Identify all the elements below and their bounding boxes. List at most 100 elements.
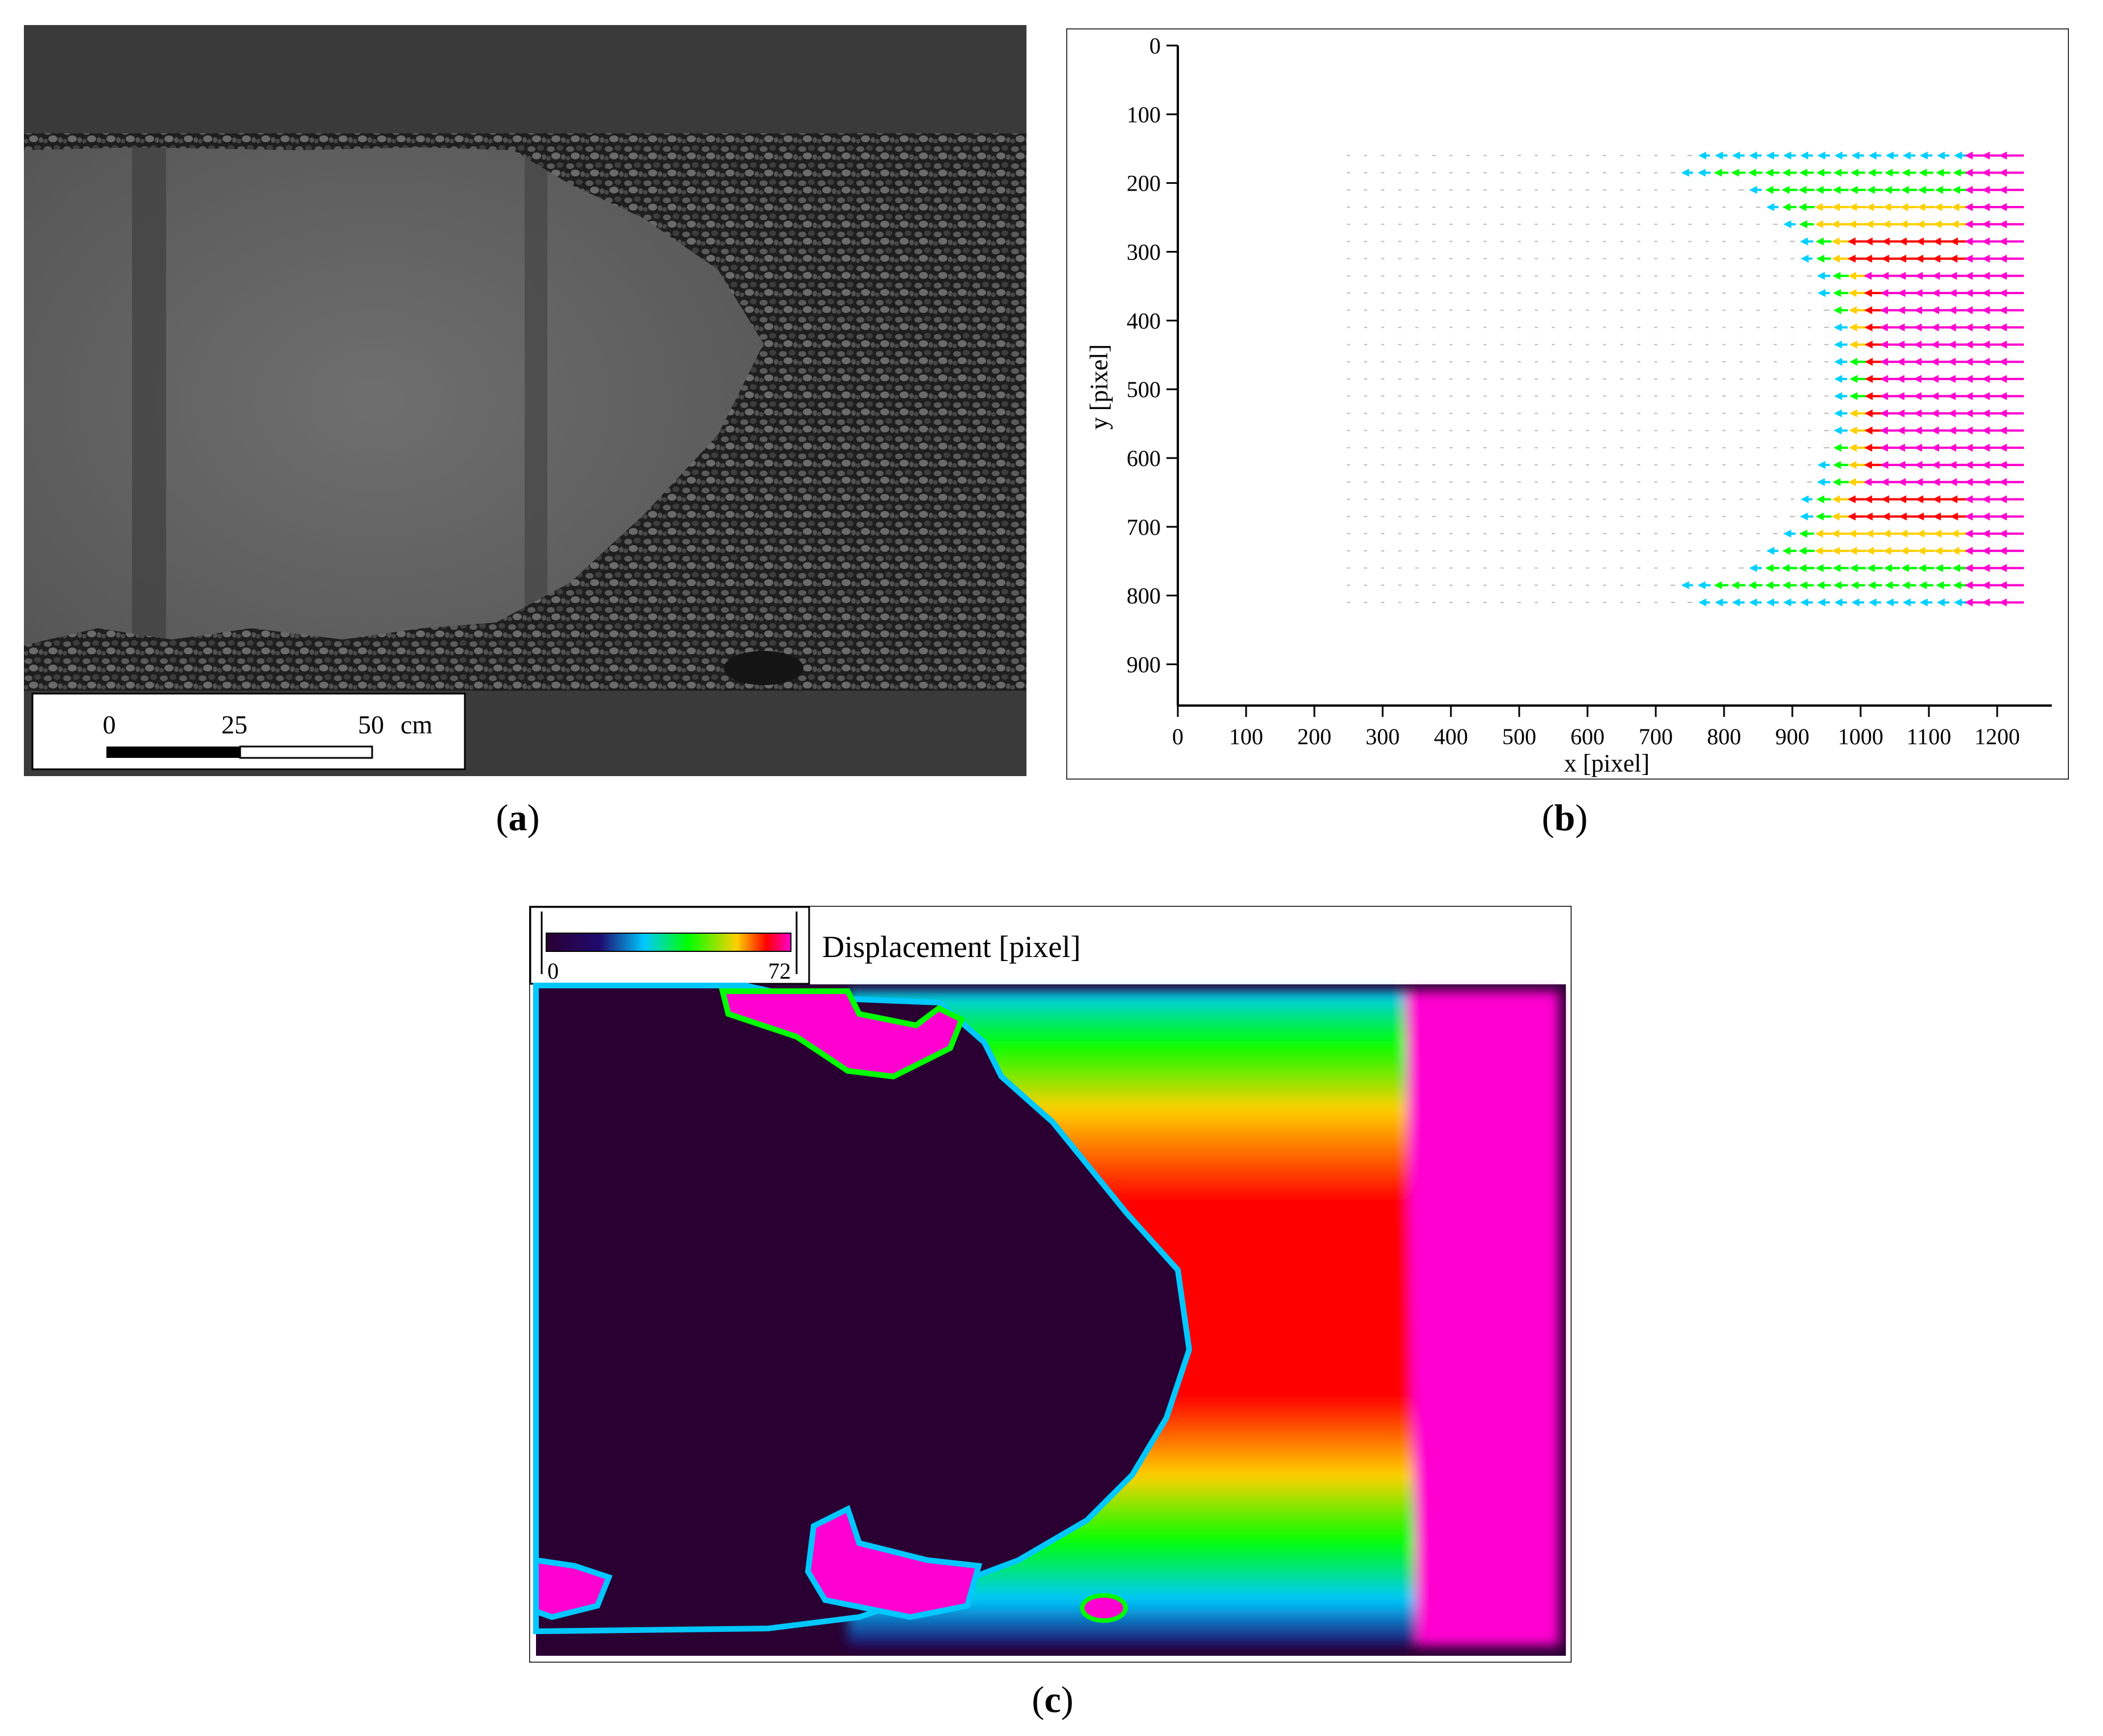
vector-arrow [1831,529,1850,538]
vector-arrow [1800,495,1813,504]
vector-arrow [1698,598,1710,607]
x-tick-label: 300 [1366,724,1400,749]
vector-arrow [1798,185,1815,194]
vector-arrow [1999,512,2024,521]
vector-arrow [1850,581,1865,589]
vector-arrow [1899,220,1919,229]
vector-arrow [1765,564,1780,572]
vector-arrow [1834,357,1848,366]
x-tick-label: 500 [1502,724,1536,749]
vector-arrow [1834,340,1848,349]
vector-arrow [1999,289,2024,297]
vector-arrow [1817,598,1830,607]
x-axis-label: x [pixel] [1564,749,1650,777]
y-tick-label: 0 [1149,33,1161,59]
vector-arrow [1817,461,1830,469]
vector-arrow [1999,426,2024,435]
vector-arrow [1999,340,2024,349]
colorbar: 0 72 Displacement [pixel] [529,906,1081,985]
vector-arrow [1902,581,1916,589]
vector-arrow [1749,598,1762,607]
y-tick-label: 800 [1127,583,1161,609]
scale-bar-white [239,745,373,759]
vector-arrow [1731,151,1745,160]
vector-arrow [1833,461,1849,469]
vector-arrow [1782,564,1797,572]
vector-arrow [1936,598,1950,607]
vector-arrow [1936,168,1951,177]
vector-arrow [1815,220,1832,229]
y-tick-label: 700 [1127,514,1161,540]
vector-arrow [1834,375,1848,384]
vector-arrow [1999,357,2024,366]
vector-arrow [1935,564,1952,572]
vector-arrow [1800,254,1813,263]
vector-arrow [1798,203,1815,211]
vector-arrow [1800,151,1813,160]
vector-arrow [1916,220,1936,229]
vector-arrow [1900,547,1918,555]
vector-arrow [1817,478,1830,486]
gravel-deposit [24,133,1026,691]
vector-arrow [1731,598,1745,607]
vector-arrow [1766,151,1779,160]
vector-arrow [1883,547,1901,555]
patch-small [1080,1593,1128,1623]
vector-arrow [1999,254,2024,263]
vector-arrow [1902,151,1916,160]
vector-arrow [1917,203,1935,211]
vector-arrow [1849,203,1867,211]
vector-arrow [1999,237,2024,246]
vector-arrow [1999,323,2024,332]
vector-arrow [1749,151,1762,160]
vector-arrow [1999,581,2024,589]
vector-arrow [1866,185,1883,194]
patch-top-left [719,988,966,1080]
vector-arrow [1849,564,1866,572]
scale-bar-black [106,747,240,758]
vector-arrow [1832,271,1849,280]
vector-arrow [1999,185,2024,194]
vector-arrow [1798,547,1815,555]
vector-arrow [1999,409,2024,418]
vector-arrow [1766,598,1779,607]
vector-arrow [1999,598,2024,607]
vector-arrow [1815,203,1833,211]
vector-arrow [1782,547,1797,555]
colorbar-max: 72 [768,958,791,984]
vector-arrow [1766,547,1779,555]
frame-post-right [525,139,547,674]
vector-arrow [1782,581,1797,589]
x-tick-label: 1200 [1974,724,2020,749]
vector-arrow [1999,375,2024,384]
vector-arrow [1834,409,1848,418]
vector-arrow [1900,185,1918,194]
vector-arrow [1999,564,2024,572]
vector-arrow [1714,168,1729,177]
vector-arrow [1850,168,1865,177]
scale-bar: 0 25 50 cm [31,692,466,770]
vector-arrow [1866,564,1883,572]
patch-bottom-left [805,1504,983,1620]
caption-a: (a) [496,797,540,839]
vector-arrow [1799,220,1814,229]
vector-plot: 0 100 200 300 400 500 600 700 800 900 1000 1100 1200… [1066,28,2069,780]
vector-arrow [1868,151,1882,160]
vector-arrow [1851,598,1865,607]
vector-arrow [1883,185,1900,194]
vector-arrow [1816,495,1831,504]
scale-tick-0: 0 [103,710,116,739]
vector-arrow [1999,443,2024,452]
vector-arrow [1817,151,1830,160]
vector-arrow [1933,220,1953,229]
vector-arrow [1799,529,1814,538]
vector-arrow [1815,185,1832,194]
vector-arrow [1918,564,1935,572]
vector-arrow [1999,203,2024,211]
vector-arrow [1999,478,2024,486]
vector-arrow [1999,461,2024,469]
flume-top-frame [24,25,1026,139]
vector-arrow [1849,375,1866,384]
vector-arrow [1731,168,1746,177]
vector-arrow [1833,426,1848,435]
